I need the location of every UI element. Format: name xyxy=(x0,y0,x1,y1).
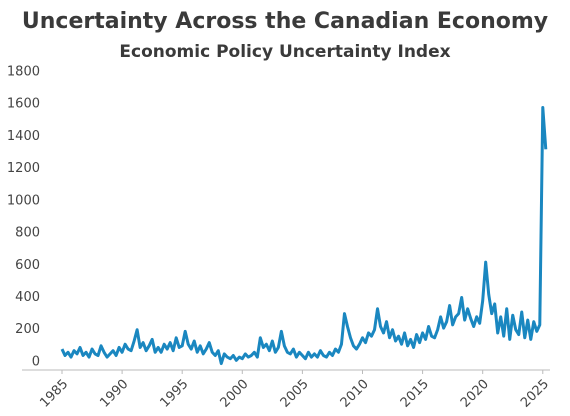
y-tick-label: 1800 xyxy=(7,65,40,80)
x-tick-label: 2005 xyxy=(278,377,312,411)
y-tick-label: 1200 xyxy=(7,161,40,176)
x-tick-label: 1995 xyxy=(157,377,191,411)
y-tick-label: 400 xyxy=(15,290,40,305)
y-tick-label: 600 xyxy=(15,258,40,273)
y-tick-label: 200 xyxy=(15,322,40,337)
x-tick-label: 2015 xyxy=(398,377,432,411)
y-tick-label: 0 xyxy=(32,354,40,369)
y-tick-label: 800 xyxy=(15,226,40,241)
data-line xyxy=(60,105,548,366)
x-tick-label: 1985 xyxy=(37,377,71,411)
x-tick-label: 2010 xyxy=(338,377,372,411)
chart-subtitle: Economic Policy Uncertainty Index xyxy=(119,42,450,62)
x-tick-label: 2000 xyxy=(218,377,252,411)
y-tick-label: 1600 xyxy=(7,97,40,112)
y-tick-label: 1000 xyxy=(7,193,40,208)
y-tick-label: 1400 xyxy=(7,129,40,144)
x-tick-label: 1990 xyxy=(97,377,131,411)
x-tick-label: 2025 xyxy=(518,377,552,411)
x-tick-label: 2020 xyxy=(458,377,492,411)
chart-title: Uncertainty Across the Canadian Economy xyxy=(22,9,548,34)
